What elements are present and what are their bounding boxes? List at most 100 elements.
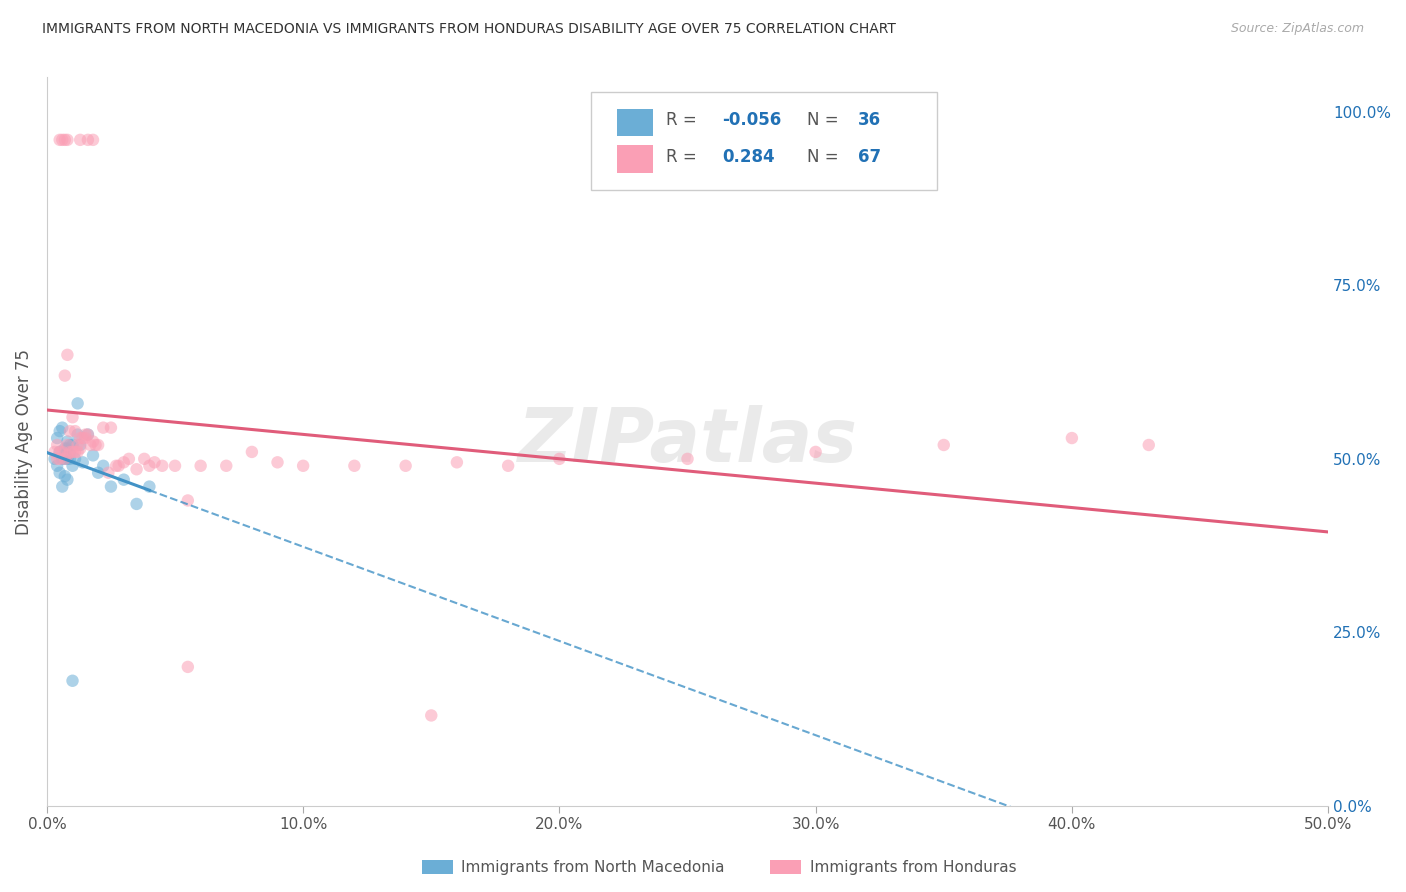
Point (100, 480, 122, 494)
Point (75, 431, 97, 445)
Point (138, 458, 160, 473)
Point (48, 445, 70, 459)
Point (63, 445, 86, 459)
Point (84, 438, 107, 452)
Point (51, 445, 73, 459)
Text: 0.284: 0.284 (723, 148, 775, 166)
Text: Source: ZipAtlas.com: Source: ZipAtlas.com (1230, 22, 1364, 36)
Point (676, 451, 699, 466)
FancyBboxPatch shape (617, 109, 652, 136)
Text: 36: 36 (858, 112, 882, 129)
Point (62, 410, 84, 425)
Point (44, 451, 66, 466)
Point (496, 458, 519, 473)
Point (125, 497, 148, 511)
Point (56, 348, 79, 362)
Point (66, 438, 89, 452)
Point (63, 424, 86, 438)
Point (79, 438, 101, 452)
Point (53, 368, 76, 383)
Point (177, 493, 200, 508)
Point (77, 427, 100, 442)
Point (62, 438, 84, 452)
Point (932, 438, 955, 452)
Point (91, 458, 114, 473)
Point (107, 458, 129, 473)
Point (51, 420, 73, 434)
Point (87, 466, 110, 480)
Point (215, 458, 238, 473)
Point (56, 133, 79, 147)
Point (63, 451, 86, 466)
Text: -0.056: -0.056 (723, 112, 782, 129)
Point (72, 455, 94, 469)
Point (62, 673, 84, 688)
Text: N =: N = (807, 112, 844, 129)
Text: R =: R = (665, 112, 702, 129)
Point (87, 438, 110, 452)
Point (53, 469, 76, 483)
Point (548, 451, 571, 466)
Point (266, 455, 288, 469)
Point (59, 445, 82, 459)
Point (59, 424, 82, 438)
Text: 67: 67 (858, 148, 882, 166)
Point (112, 455, 135, 469)
Point (105, 458, 128, 473)
Point (53, 451, 76, 466)
Point (134, 451, 156, 466)
Point (69, 431, 91, 445)
Point (66, 445, 89, 459)
FancyBboxPatch shape (617, 145, 652, 173)
Point (420, 708, 443, 723)
Point (138, 480, 160, 494)
FancyBboxPatch shape (592, 92, 938, 190)
Point (91, 420, 114, 434)
Point (125, 462, 148, 476)
Point (82, 434, 104, 449)
Point (66, 427, 89, 442)
Point (118, 451, 141, 466)
Point (75, 427, 97, 442)
Point (48, 451, 70, 466)
Point (395, 458, 418, 473)
Point (62, 458, 84, 473)
Point (77, 133, 100, 147)
Point (48, 466, 70, 480)
Point (72, 431, 94, 445)
Point (56, 449, 79, 463)
Point (1060, 431, 1083, 445)
Point (46, 451, 69, 466)
Point (51, 451, 73, 466)
Text: IMMIGRANTS FROM NORTH MACEDONIA VS IMMIGRANTS FROM HONDURAS DISABILITY AGE OVER : IMMIGRANTS FROM NORTH MACEDONIA VS IMMIG… (42, 22, 896, 37)
Point (82, 449, 104, 463)
Point (190, 458, 212, 473)
Point (163, 458, 186, 473)
Point (56, 438, 79, 452)
Point (53, 133, 76, 147)
Point (56, 442, 79, 456)
Point (804, 445, 827, 459)
Point (292, 458, 315, 473)
Point (59, 445, 82, 459)
Point (177, 660, 200, 674)
Point (48, 424, 70, 438)
Point (44, 445, 66, 459)
Y-axis label: Disability Age Over 75: Disability Age Over 75 (15, 349, 32, 534)
Text: N =: N = (807, 148, 844, 166)
Text: R =: R = (665, 148, 702, 166)
Text: ZIPatlas: ZIPatlas (517, 405, 858, 478)
Point (48, 445, 70, 459)
Point (1137, 438, 1160, 452)
Point (51, 133, 73, 147)
Point (62, 445, 84, 459)
Point (53, 451, 76, 466)
Point (100, 420, 122, 434)
Text: Immigrants from North Macedonia: Immigrants from North Macedonia (461, 860, 724, 874)
Point (53, 442, 76, 456)
Point (59, 451, 82, 466)
Point (46, 431, 69, 445)
Point (69, 438, 91, 452)
Point (112, 473, 135, 487)
Point (143, 455, 166, 469)
